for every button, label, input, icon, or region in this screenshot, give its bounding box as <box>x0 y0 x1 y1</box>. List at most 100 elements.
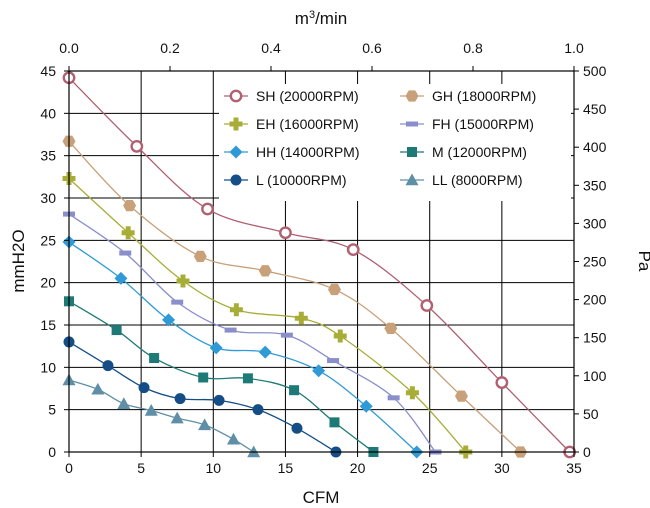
y-axis-label: mmH2O <box>9 229 28 292</box>
legend-label: GH (18000RPM) <box>432 88 536 104</box>
legend-entry: FH (15000RPM) <box>400 116 534 132</box>
legend-entry: M (12000RPM) <box>400 144 527 160</box>
data-point <box>242 373 253 384</box>
series-1 <box>62 135 528 458</box>
data-point <box>420 299 434 312</box>
legend-marker <box>405 90 419 102</box>
data-point <box>213 394 225 406</box>
y-tick-label: 35 <box>40 148 56 164</box>
y2-tick-label: 50 <box>583 406 599 422</box>
data-point <box>333 329 347 343</box>
series-0 <box>62 71 577 459</box>
data-point <box>346 243 360 257</box>
legend-marker <box>407 147 417 157</box>
data-point <box>224 327 237 333</box>
data-point <box>111 325 122 336</box>
data-point <box>119 250 132 256</box>
data-point <box>193 250 207 263</box>
x2-tick-label: 0.2 <box>160 40 180 56</box>
data-point <box>162 313 176 327</box>
top-axis-label: m3/min <box>295 9 347 28</box>
data-point <box>149 353 160 364</box>
data-point <box>198 372 209 383</box>
data-point <box>312 364 326 378</box>
x-tick-label: 35 <box>566 460 582 476</box>
legend-label: LL (8000RPM) <box>432 172 523 188</box>
data-point <box>384 322 398 335</box>
series-2 <box>62 172 473 459</box>
data-point <box>258 345 272 359</box>
y2-tick-label: 100 <box>583 368 607 384</box>
y2-tick-label: 0 <box>583 444 591 460</box>
legend-marker <box>406 121 418 127</box>
y-tick-label: 20 <box>40 275 56 291</box>
data-point <box>209 341 223 355</box>
y-tick-label: 10 <box>40 359 56 375</box>
legend-entry: EH (16000RPM) <box>224 116 359 132</box>
data-point <box>279 226 292 240</box>
x-tick-label: 20 <box>350 460 366 476</box>
data-point <box>123 199 137 212</box>
legend-entry: LL (8000RPM) <box>400 172 523 188</box>
legend-entry: SH (20000RPM) <box>224 88 359 104</box>
x2-tick-label: 0.8 <box>463 40 483 56</box>
legend: SH (20000RPM) GH (18000RPM) EH (16000RPM) F… <box>219 84 571 201</box>
data-point <box>247 445 261 458</box>
y-tick-label: 5 <box>48 402 56 418</box>
data-point <box>226 432 240 445</box>
legend-label: SH (20000RPM) <box>256 88 359 104</box>
data-point <box>176 274 190 288</box>
y-tick-label: 45 <box>40 63 56 79</box>
legend-label: FH (15000RPM) <box>432 116 534 132</box>
data-point <box>91 382 105 395</box>
data-point <box>387 395 400 401</box>
y2-tick-label: 200 <box>583 292 607 308</box>
x2-tick-label: 0.6 <box>362 40 382 56</box>
data-point <box>291 422 303 434</box>
y2-tick-label: 450 <box>583 101 607 117</box>
x-tick-label: 0 <box>65 460 73 476</box>
right-axis-label: Pa <box>635 251 650 272</box>
data-point <box>144 404 158 416</box>
legend-box <box>219 84 571 201</box>
data-point <box>258 265 272 277</box>
data-point <box>130 139 144 153</box>
x2-tick-label: 1.0 <box>564 40 584 56</box>
legend-entry: HH (14000RPM) <box>224 144 359 160</box>
data-point <box>327 283 341 296</box>
y-tick-label: 15 <box>40 317 56 333</box>
data-point <box>327 358 340 364</box>
series-4 <box>62 235 424 459</box>
legend-entry: GH (18000RPM) <box>400 88 536 104</box>
legend-marker <box>229 117 243 131</box>
data-point <box>198 418 212 431</box>
y2-tick-label: 150 <box>583 330 607 346</box>
data-point <box>289 385 300 396</box>
data-point <box>170 411 184 424</box>
legend-marker <box>229 89 243 103</box>
series-line <box>68 178 467 453</box>
data-point <box>114 271 128 285</box>
y2-tick-label: 400 <box>583 139 607 155</box>
x2-tick-label: 0.0 <box>59 40 79 56</box>
data-point <box>454 390 468 402</box>
series-6 <box>63 336 342 458</box>
data-point <box>252 404 264 416</box>
y-tick-label: 25 <box>40 232 56 248</box>
data-point <box>201 202 214 216</box>
x-axis-label: CFM <box>303 488 340 507</box>
y-tick-label: 40 <box>40 105 56 121</box>
data-point <box>138 382 150 394</box>
legend-label: M (12000RPM) <box>432 144 527 160</box>
y-tick-label: 0 <box>48 444 56 460</box>
y2-tick-label: 300 <box>583 215 607 231</box>
x2-tick-label: 0.4 <box>261 40 281 56</box>
data-point <box>359 399 373 413</box>
series-line <box>68 77 571 453</box>
x-tick-label: 15 <box>278 460 294 476</box>
data-point <box>121 226 135 240</box>
legend-marker <box>229 145 243 159</box>
